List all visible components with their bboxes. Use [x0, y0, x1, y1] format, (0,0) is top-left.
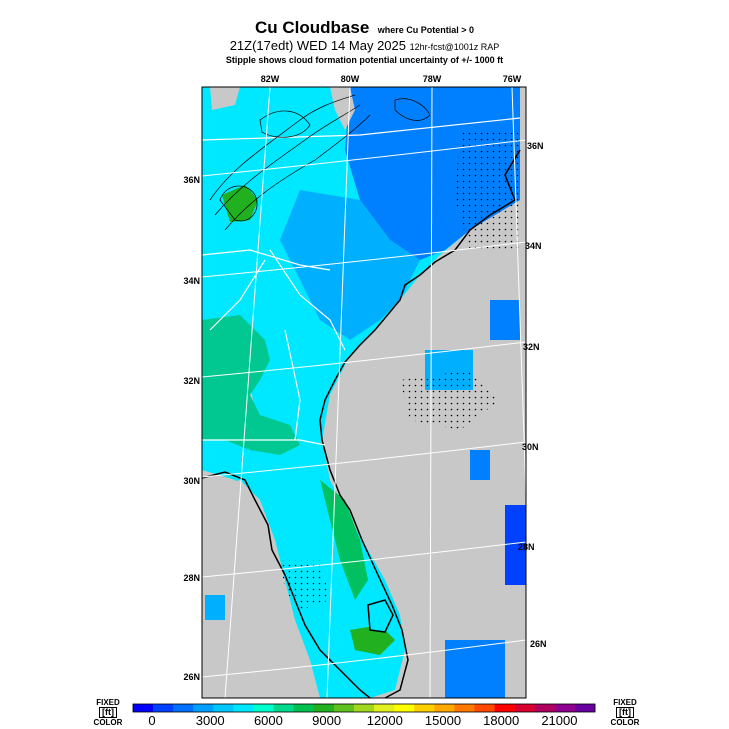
right-fixed-label: FIXED	[613, 698, 637, 707]
colorbar-swatch	[193, 704, 214, 712]
map-title: Cu Cloudbase where Cu Potential > 0	[0, 18, 729, 38]
colorbar-tick: 15000	[425, 713, 461, 728]
colorbar-swatch	[153, 704, 174, 712]
stipple-note: Stipple shows cloud formation potential …	[225, 55, 504, 65]
colorbar-swatch	[133, 704, 154, 712]
terrain-contours	[209, 94, 431, 231]
colorbar-tick: 6000	[254, 713, 283, 728]
lat-label-right: 30N	[522, 442, 539, 452]
cloudbase-field-green	[202, 315, 300, 455]
colorbar-tick: 12000	[367, 713, 403, 728]
colorbar-swatch	[474, 704, 495, 712]
offshore-patch-2	[490, 300, 520, 340]
lat-label-right: 26N	[530, 639, 547, 649]
colorbar-left-legend: FIXED [ft] COLOR	[88, 698, 128, 727]
colorbar-swatch	[454, 704, 475, 712]
map-panel	[202, 87, 526, 698]
clear-area-nw	[210, 87, 240, 110]
lat-label-right: 34N	[525, 241, 542, 251]
longitude-labels: 82W 80W 78W 76W	[261, 74, 522, 84]
offshore-patch-5	[470, 450, 490, 480]
latitude-labels-left: 36N 34N 32N 30N 28N 26N	[183, 175, 200, 682]
lat-label-right: 32N	[523, 342, 540, 352]
colorbar-tick: 18000	[483, 713, 519, 728]
colorbar	[132, 703, 596, 713]
latitude-labels-right: 36N 34N 32N 30N 28N 26N	[518, 141, 547, 649]
colorbar-frame	[132, 703, 596, 713]
colorbar-swatch	[414, 704, 435, 712]
uncertainty-stipple-3	[280, 560, 330, 610]
cloudbase-field-green-fl	[320, 480, 368, 600]
map-frame	[201, 86, 527, 699]
lake-okeechobee	[367, 599, 394, 633]
lon-label: 76W	[503, 74, 522, 84]
coastline	[319, 149, 521, 698]
colorbar-swatch	[253, 704, 274, 712]
lat-label-right: 36N	[527, 141, 544, 151]
clear-area-florida-west	[202, 480, 320, 698]
colorbar-swatch	[353, 704, 375, 712]
title-note: where Cu Potential > 0	[377, 25, 475, 35]
colorbar-swatch	[494, 704, 515, 712]
cloudbase-field-lightblue	[280, 190, 420, 340]
colorbar-right-legend: FIXED [ft] COLOR	[605, 698, 645, 727]
colorbar-swatch	[534, 704, 556, 712]
title-text: Cu Cloudbase	[254, 18, 370, 37]
colorbar-swatch	[514, 704, 536, 712]
cloudbase-field-green-mtn	[222, 185, 258, 222]
colorbar-swatch	[554, 704, 576, 712]
colorbar-swatch	[233, 704, 254, 712]
graticule	[202, 87, 526, 698]
colorbar-tick: 9000	[312, 713, 341, 728]
lat-label-left: 32N	[183, 376, 200, 386]
uncertainty-stipple-1	[455, 130, 520, 250]
offshore-patch-3	[505, 505, 526, 585]
lat-label-left: 28N	[183, 573, 200, 583]
offshore-patch-4	[445, 640, 505, 698]
colorbar-swatch	[574, 704, 596, 712]
lat-label-right: 28N	[518, 542, 535, 552]
offshore-patch-6	[205, 595, 225, 620]
colorbar-tick: 3000	[196, 713, 225, 728]
colorbar-swatch	[434, 704, 455, 712]
colorbar-swatch	[333, 704, 355, 712]
left-fixed-label: FIXED	[96, 698, 120, 707]
colorbar-swatch	[394, 704, 415, 712]
left-unit-label: [ft]	[99, 707, 117, 718]
colorbar-tick-labels: 0 3000 6000 9000 12000 15000 18000 21000	[148, 713, 577, 728]
lon-label: 78W	[423, 74, 442, 84]
right-color-label: COLOR	[610, 718, 640, 727]
lat-label-left: 30N	[183, 476, 200, 486]
lat-label-left: 36N	[183, 175, 200, 185]
colorbar-swatch	[213, 704, 234, 712]
valid-time-line: 21Z(17edt) WED 14 May 2025 12hr-fcst@100…	[0, 38, 729, 53]
run-info: 12hr-fcst@1001z RAP	[409, 42, 500, 52]
right-unit-label: [ft]	[616, 707, 634, 718]
colorbar-swatch	[173, 704, 194, 712]
colorbar-tick: 21000	[541, 713, 577, 728]
state-borders	[202, 117, 521, 446]
uncertainty-stipple-2	[400, 370, 500, 430]
lat-label-left: 34N	[183, 276, 200, 286]
colorbar-swatch	[313, 704, 335, 712]
valid-time: 21Z(17edt) WED 14 May 2025	[229, 38, 406, 53]
lon-label: 80W	[341, 74, 360, 84]
lat-label-left: 26N	[183, 672, 200, 682]
colorbar-swatch	[293, 704, 315, 712]
lon-label: 82W	[261, 74, 280, 84]
left-color-label: COLOR	[93, 718, 123, 727]
colorbar-tick: 0	[148, 713, 155, 728]
coastline-florida-gulf	[202, 471, 371, 698]
colorbar-swatch	[374, 704, 395, 712]
colorbar-swatch	[273, 704, 294, 712]
